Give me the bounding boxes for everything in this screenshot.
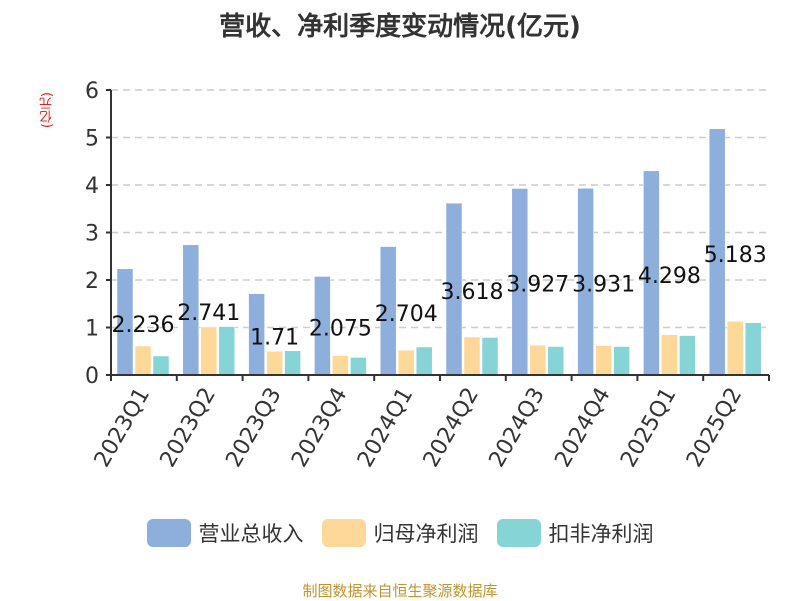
legend-swatch-net-profit bbox=[321, 519, 366, 547]
bar[interactable] bbox=[350, 357, 367, 376]
data-label: 4.298 bbox=[638, 264, 701, 289]
y-tick-label: 5 bbox=[85, 127, 99, 152]
y-axis-ticks: 0 1 2 3 4 5 6 bbox=[85, 79, 111, 389]
bars bbox=[116, 128, 762, 376]
data-label: 2.704 bbox=[375, 302, 438, 327]
bar[interactable] bbox=[152, 355, 170, 376]
x-tick-label: 2023Q4 bbox=[287, 384, 352, 472]
data-label: 3.618 bbox=[441, 280, 504, 305]
y-tick-label: 0 bbox=[85, 364, 99, 389]
x-tick-label: 2023Q1 bbox=[90, 384, 155, 472]
data-label: 3.931 bbox=[572, 273, 635, 298]
y-tick-label: 2 bbox=[85, 269, 99, 294]
bar[interactable] bbox=[481, 337, 499, 376]
data-label: 2.075 bbox=[309, 317, 372, 342]
x-tick-label: 2025Q1 bbox=[616, 384, 681, 472]
bar[interactable] bbox=[547, 346, 565, 376]
legend-swatch-revenue bbox=[146, 519, 191, 547]
legend-item-revenue[interactable]: 营业总收入 bbox=[146, 518, 304, 548]
bar[interactable] bbox=[661, 334, 678, 376]
bar[interactable] bbox=[726, 321, 744, 376]
bar[interactable] bbox=[463, 336, 481, 376]
bar[interactable] bbox=[415, 346, 433, 376]
x-tick-label: 2023Q2 bbox=[156, 384, 221, 472]
legend-label: 扣非净利润 bbox=[548, 522, 654, 546]
legend-label: 归母净利润 bbox=[373, 522, 479, 546]
bar[interactable] bbox=[200, 326, 218, 376]
bar[interactable] bbox=[284, 350, 301, 376]
data-label: 2.236 bbox=[112, 313, 175, 338]
data-label: 5.183 bbox=[704, 243, 767, 268]
y-tick-label: 1 bbox=[85, 317, 99, 342]
data-source-note: 制图数据来自恒生聚源数据库 bbox=[302, 582, 498, 600]
chart-title: 营收、净利季度变动情况(亿元) bbox=[219, 12, 581, 42]
bar[interactable] bbox=[134, 345, 152, 376]
x-tick-label: 2024Q4 bbox=[550, 384, 615, 472]
data-label: 3.927 bbox=[506, 273, 569, 298]
bar[interactable] bbox=[679, 335, 696, 376]
bar[interactable] bbox=[266, 351, 283, 376]
x-tick-label: 2025Q2 bbox=[682, 384, 747, 472]
legend: 营业总收入 归母净利润 扣非净利润 bbox=[0, 518, 800, 548]
bar[interactable] bbox=[613, 346, 630, 376]
bar[interactable] bbox=[397, 350, 415, 376]
legend-label: 营业总收入 bbox=[198, 522, 304, 546]
y-tick-label: 6 bbox=[85, 79, 99, 104]
data-label: 1.71 bbox=[250, 325, 299, 350]
bar[interactable] bbox=[218, 326, 236, 376]
legend-swatch-deducted-net-profit bbox=[496, 519, 541, 547]
legend-item-deducted-net-profit[interactable]: 扣非净利润 bbox=[496, 518, 654, 548]
bar[interactable] bbox=[332, 355, 349, 376]
bar[interactable] bbox=[595, 345, 612, 376]
x-tick-label: 2024Q3 bbox=[485, 384, 550, 472]
bar[interactable] bbox=[529, 344, 547, 376]
x-tick-label: 2024Q1 bbox=[353, 384, 418, 472]
axes bbox=[106, 90, 770, 381]
data-label: 2.741 bbox=[177, 301, 240, 326]
bar[interactable] bbox=[744, 322, 762, 376]
y-tick-label: 4 bbox=[85, 174, 99, 199]
x-axis-labels: 2023Q1 2023Q2 2023Q3 2023Q4 2024Q1 2024Q2 2024… bbox=[90, 384, 748, 472]
x-tick-label: 2024Q2 bbox=[419, 384, 484, 472]
y-tick-label: 3 bbox=[85, 222, 99, 247]
legend-item-net-profit[interactable]: 归母净利润 bbox=[321, 518, 479, 548]
x-tick-label: 2023Q3 bbox=[221, 384, 286, 472]
